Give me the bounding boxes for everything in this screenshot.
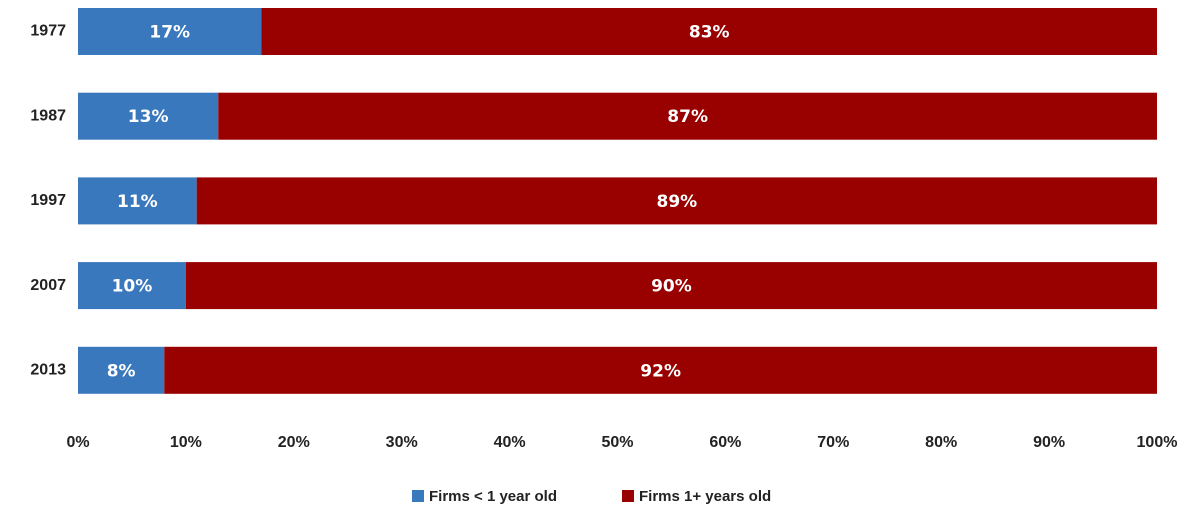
value-label: 10% (112, 277, 153, 297)
value-label: 87% (667, 107, 708, 127)
x-tick-label: 0% (66, 434, 89, 451)
legend-label: Firms < 1 year old (429, 488, 557, 505)
x-tick-label: 20% (278, 434, 310, 451)
y-tick-label: 1977 (30, 23, 66, 40)
legend-swatch (622, 490, 634, 502)
bar-segment (78, 8, 262, 55)
legend-label: Firms 1+ years old (639, 488, 771, 505)
x-tick-label: 10% (170, 434, 202, 451)
bar-segment (218, 92, 1157, 140)
x-tick-label: 40% (494, 434, 526, 451)
y-tick-label: 1987 (30, 107, 66, 124)
bar-segment (78, 177, 197, 225)
x-tick-label: 90% (1033, 434, 1065, 451)
x-tick-label: 80% (925, 434, 957, 451)
value-label: 8% (107, 361, 136, 381)
bar-segment (78, 92, 219, 140)
value-label: 11% (117, 192, 158, 212)
y-tick-label: 1997 (30, 192, 66, 209)
value-label: 17% (149, 23, 190, 43)
x-tick-label: 70% (817, 434, 849, 451)
x-tick-label: 60% (709, 434, 741, 451)
x-tick-label: 50% (601, 434, 633, 451)
value-label: 92% (640, 361, 681, 381)
bar-segment (261, 8, 1157, 55)
x-tick-label: 100% (1137, 434, 1178, 451)
bar-segment (78, 262, 186, 310)
value-label: 13% (128, 107, 169, 127)
bar-segment (185, 262, 1157, 310)
legend-swatch (412, 490, 424, 502)
y-tick-label: 2013 (30, 362, 66, 379)
x-tick-label: 30% (386, 434, 418, 451)
y-tick-label: 2007 (30, 277, 66, 294)
bar-segment (164, 346, 1157, 394)
bar-segment (78, 346, 165, 394)
value-label: 90% (651, 277, 692, 297)
value-label: 89% (656, 192, 697, 212)
bar-segment (196, 177, 1157, 225)
value-label: 83% (689, 23, 730, 43)
